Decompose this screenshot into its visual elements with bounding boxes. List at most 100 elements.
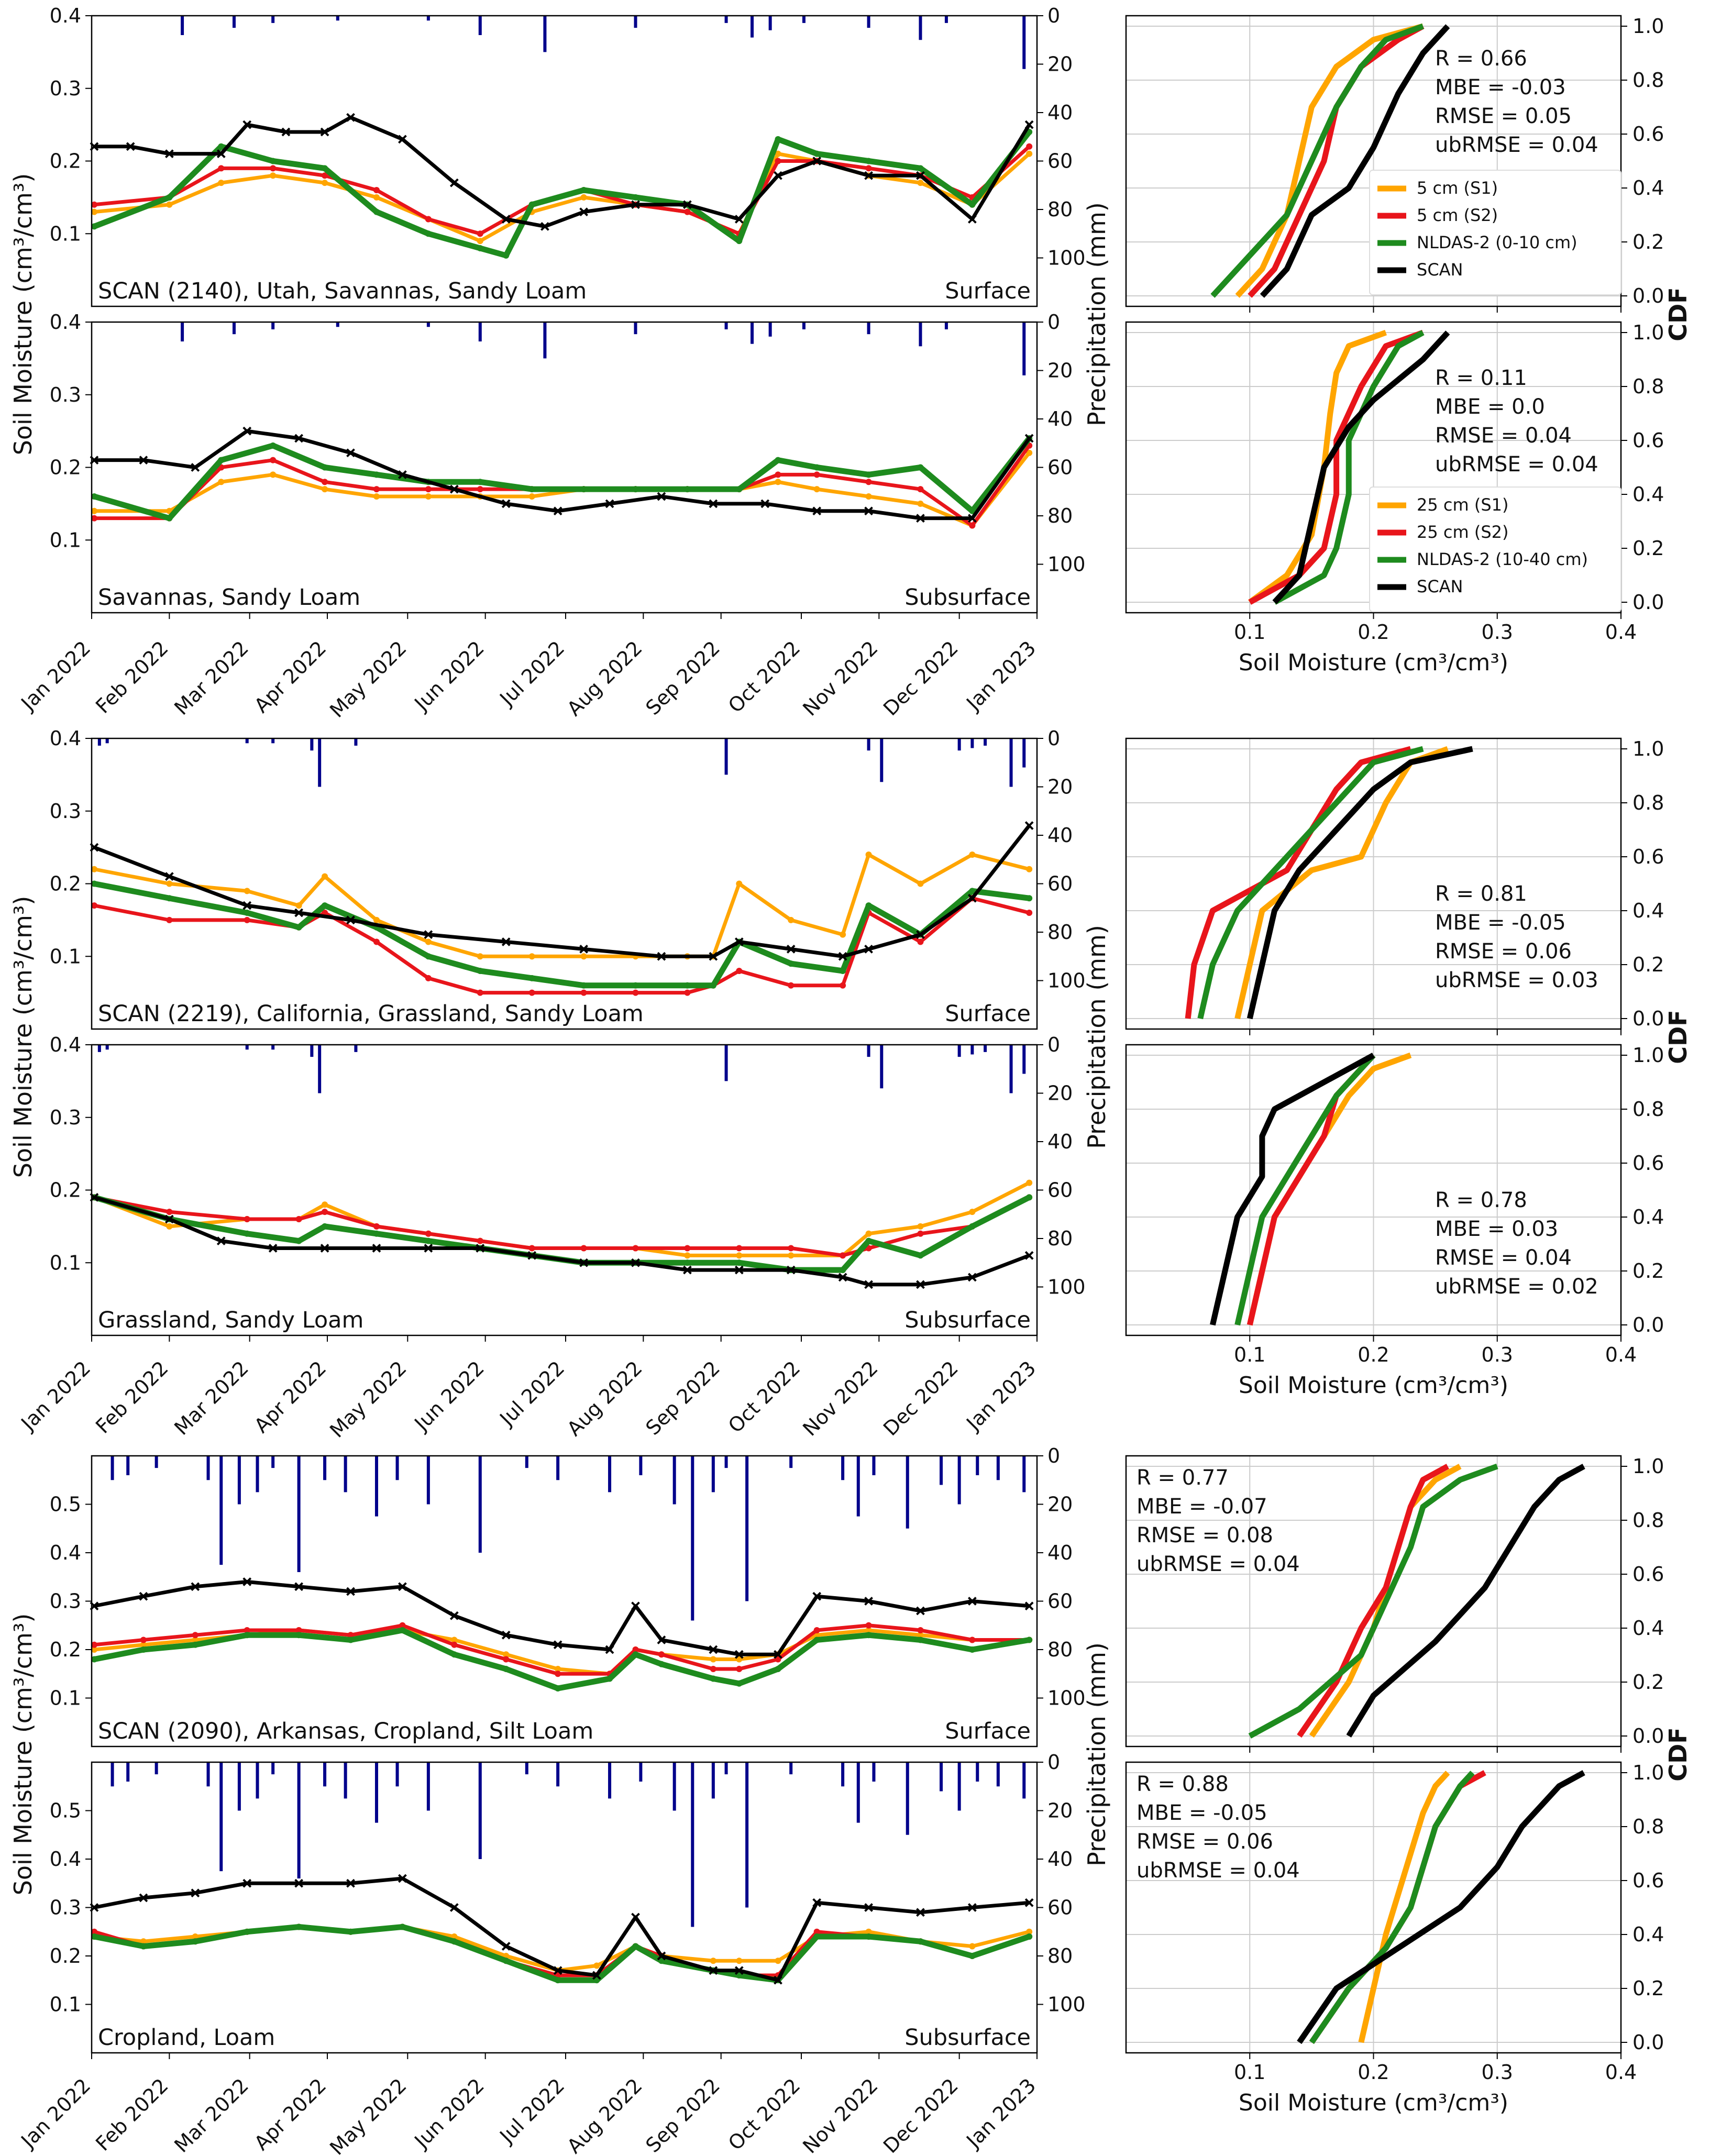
y-tick-label: 0.3 (50, 1590, 81, 1613)
cdf-legend: 25 cm (S1) 25 cm (S2) NLDAS-2 (10-40 cm) SC… (1369, 487, 1621, 612)
precip-bar (232, 16, 236, 28)
series-point (657, 952, 666, 961)
series-point (916, 171, 925, 180)
date-tick-label: Jan 2023 (961, 636, 1040, 715)
y-tick-label: 0.3 (50, 383, 81, 406)
series-point (373, 471, 380, 478)
y-tick-label: 0.2 (50, 456, 81, 479)
series-point (760, 499, 770, 508)
precip-bar (181, 322, 184, 341)
series-point (917, 464, 924, 471)
series-point (969, 852, 976, 858)
series-point (477, 238, 483, 245)
precip-bar (608, 1762, 612, 1799)
cdf-x-axis-label: Soil Moisture (cm³/cm³) (1239, 1372, 1508, 1399)
series-point (218, 479, 225, 485)
series-point (320, 127, 329, 137)
cdf-stat-text: ubRMSE = 0.04 (1435, 452, 1598, 477)
series-point (838, 952, 847, 961)
panel-layer-label: Subsurface (904, 2025, 1031, 2051)
series-point (813, 150, 820, 157)
series-point (736, 238, 743, 245)
series-point (775, 1958, 781, 1964)
series-point (917, 486, 924, 493)
series-point (865, 165, 872, 172)
series-point (91, 1933, 97, 1940)
legend-label: NLDAS-2 (0-10 cm) (1417, 233, 1577, 252)
precip-bar (802, 16, 806, 23)
series-point (865, 902, 872, 909)
series-point (425, 230, 432, 237)
cdf-y-tick-label: 0.6 (1632, 429, 1664, 452)
series-point (865, 1622, 872, 1629)
series-point (398, 135, 407, 144)
series-point (579, 207, 589, 217)
cdf-line (1358, 1771, 1450, 2043)
series-point (1026, 1179, 1033, 1186)
cdf-y-tick-label: 0.8 (1632, 1815, 1664, 1838)
series-point (451, 1938, 458, 1945)
series-point (967, 514, 977, 523)
series-point (682, 1265, 692, 1275)
series-point (736, 486, 743, 493)
series-point (322, 902, 328, 909)
cdf-x-tick-label: 0.2 (1358, 2061, 1389, 2084)
precip-bar (672, 1456, 676, 1505)
series-point (449, 1903, 459, 1912)
series-point (865, 1933, 872, 1940)
series-point (813, 464, 820, 471)
date-tick-label: Mar 2022 (170, 2074, 253, 2156)
ts-y-axis-label: Soil Moisture (cm³/cm³) (9, 1613, 37, 1896)
precip-bar (395, 1456, 399, 1480)
series-point (242, 1878, 252, 1888)
series-point (969, 1953, 976, 1959)
series-point (632, 1651, 639, 1658)
precip-bar (556, 1456, 560, 1480)
date-tick-label: Jun 2022 (410, 1356, 489, 1435)
cdf-line (1272, 330, 1450, 604)
series-point (553, 506, 562, 516)
series-point (632, 982, 639, 989)
series-point (140, 1637, 147, 1643)
precip-bar (867, 322, 870, 335)
date-tick-label: Jul 2022 (494, 636, 569, 711)
series-point (140, 1646, 147, 1653)
precip-bar (841, 1456, 845, 1480)
cdf-line (1248, 1463, 1498, 1739)
precip-tick-label: 100 (1047, 969, 1086, 992)
series-point (477, 1237, 483, 1244)
series-point (244, 1928, 250, 1935)
cdf-stat-text: MBE = -0.03 (1435, 75, 1566, 99)
series-point (736, 1958, 743, 1964)
timeseries-panel-2: 0.1 0.2 0.3 0.4 0 20 40 60 80 100 Savannas, Sandy … (16, 311, 1085, 722)
date-tick-label: Nov 2022 (798, 1356, 882, 1440)
precip-bar (711, 1762, 715, 1799)
series-point (786, 1265, 796, 1275)
series-point (501, 937, 511, 946)
plot-frame (91, 1044, 1038, 1336)
precip-tick-label: 80 (1047, 198, 1073, 221)
precip-bar (271, 322, 275, 329)
precip-tick-label: 60 (1047, 456, 1073, 479)
y-tick-label: 0.4 (50, 311, 81, 334)
precip-bar (691, 1456, 694, 1621)
series-point (736, 1259, 743, 1266)
y-tick-label: 0.3 (50, 1106, 81, 1129)
cdf-y-tick-label: 1.0 (1632, 1761, 1664, 1784)
series-point (346, 1587, 355, 1596)
series-point (775, 158, 781, 164)
precip-tick-label: 0 (1047, 1751, 1060, 1774)
series-point (736, 1666, 743, 1672)
series-point (969, 1209, 976, 1215)
precip-bar (323, 1456, 327, 1480)
series-point (425, 1230, 432, 1237)
precip-bar (724, 738, 728, 775)
precip-bar (245, 738, 249, 744)
cdf-line (1234, 746, 1449, 1020)
precip-bar (271, 16, 275, 23)
series-point (373, 493, 380, 500)
date-tick-label: Nov 2022 (798, 636, 882, 720)
date-tick-label: Jan 2022 (16, 2074, 95, 2153)
series-point (216, 1236, 226, 1246)
series-point (164, 149, 174, 159)
